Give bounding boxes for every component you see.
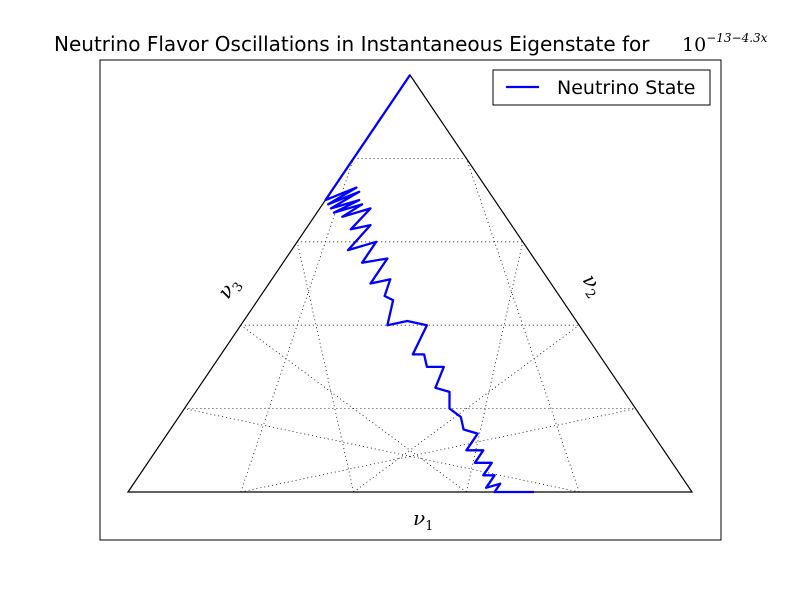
chart-title: Neutrino Flavor Oscillations in Instanta… bbox=[54, 32, 650, 56]
axis-label-nu1-sub: 1 bbox=[425, 519, 433, 534]
grid-line bbox=[240, 324, 467, 493]
chart-title-math: 10−13−4.3x bbox=[682, 31, 768, 56]
ternary-grid bbox=[184, 157, 636, 493]
axis-label-nu1: ν1 bbox=[413, 506, 433, 534]
grid-line bbox=[296, 241, 354, 493]
legend: Neutrino State bbox=[492, 69, 711, 106]
grid-line bbox=[466, 241, 524, 493]
grid-line bbox=[184, 408, 580, 493]
legend-label: Neutrino State bbox=[557, 77, 695, 99]
series-line-neutrino-state bbox=[324, 74, 535, 494]
title-math-base: 10 bbox=[682, 34, 706, 56]
title-math-exponent: −13−4.3x bbox=[706, 31, 767, 45]
ternary-triangle bbox=[126, 73, 694, 493]
axis-label-nu1-symbol: ν bbox=[413, 506, 425, 530]
grid-line bbox=[240, 408, 636, 493]
plot-frame bbox=[99, 59, 722, 541]
grid-line bbox=[466, 158, 580, 493]
grid-line bbox=[353, 324, 580, 493]
